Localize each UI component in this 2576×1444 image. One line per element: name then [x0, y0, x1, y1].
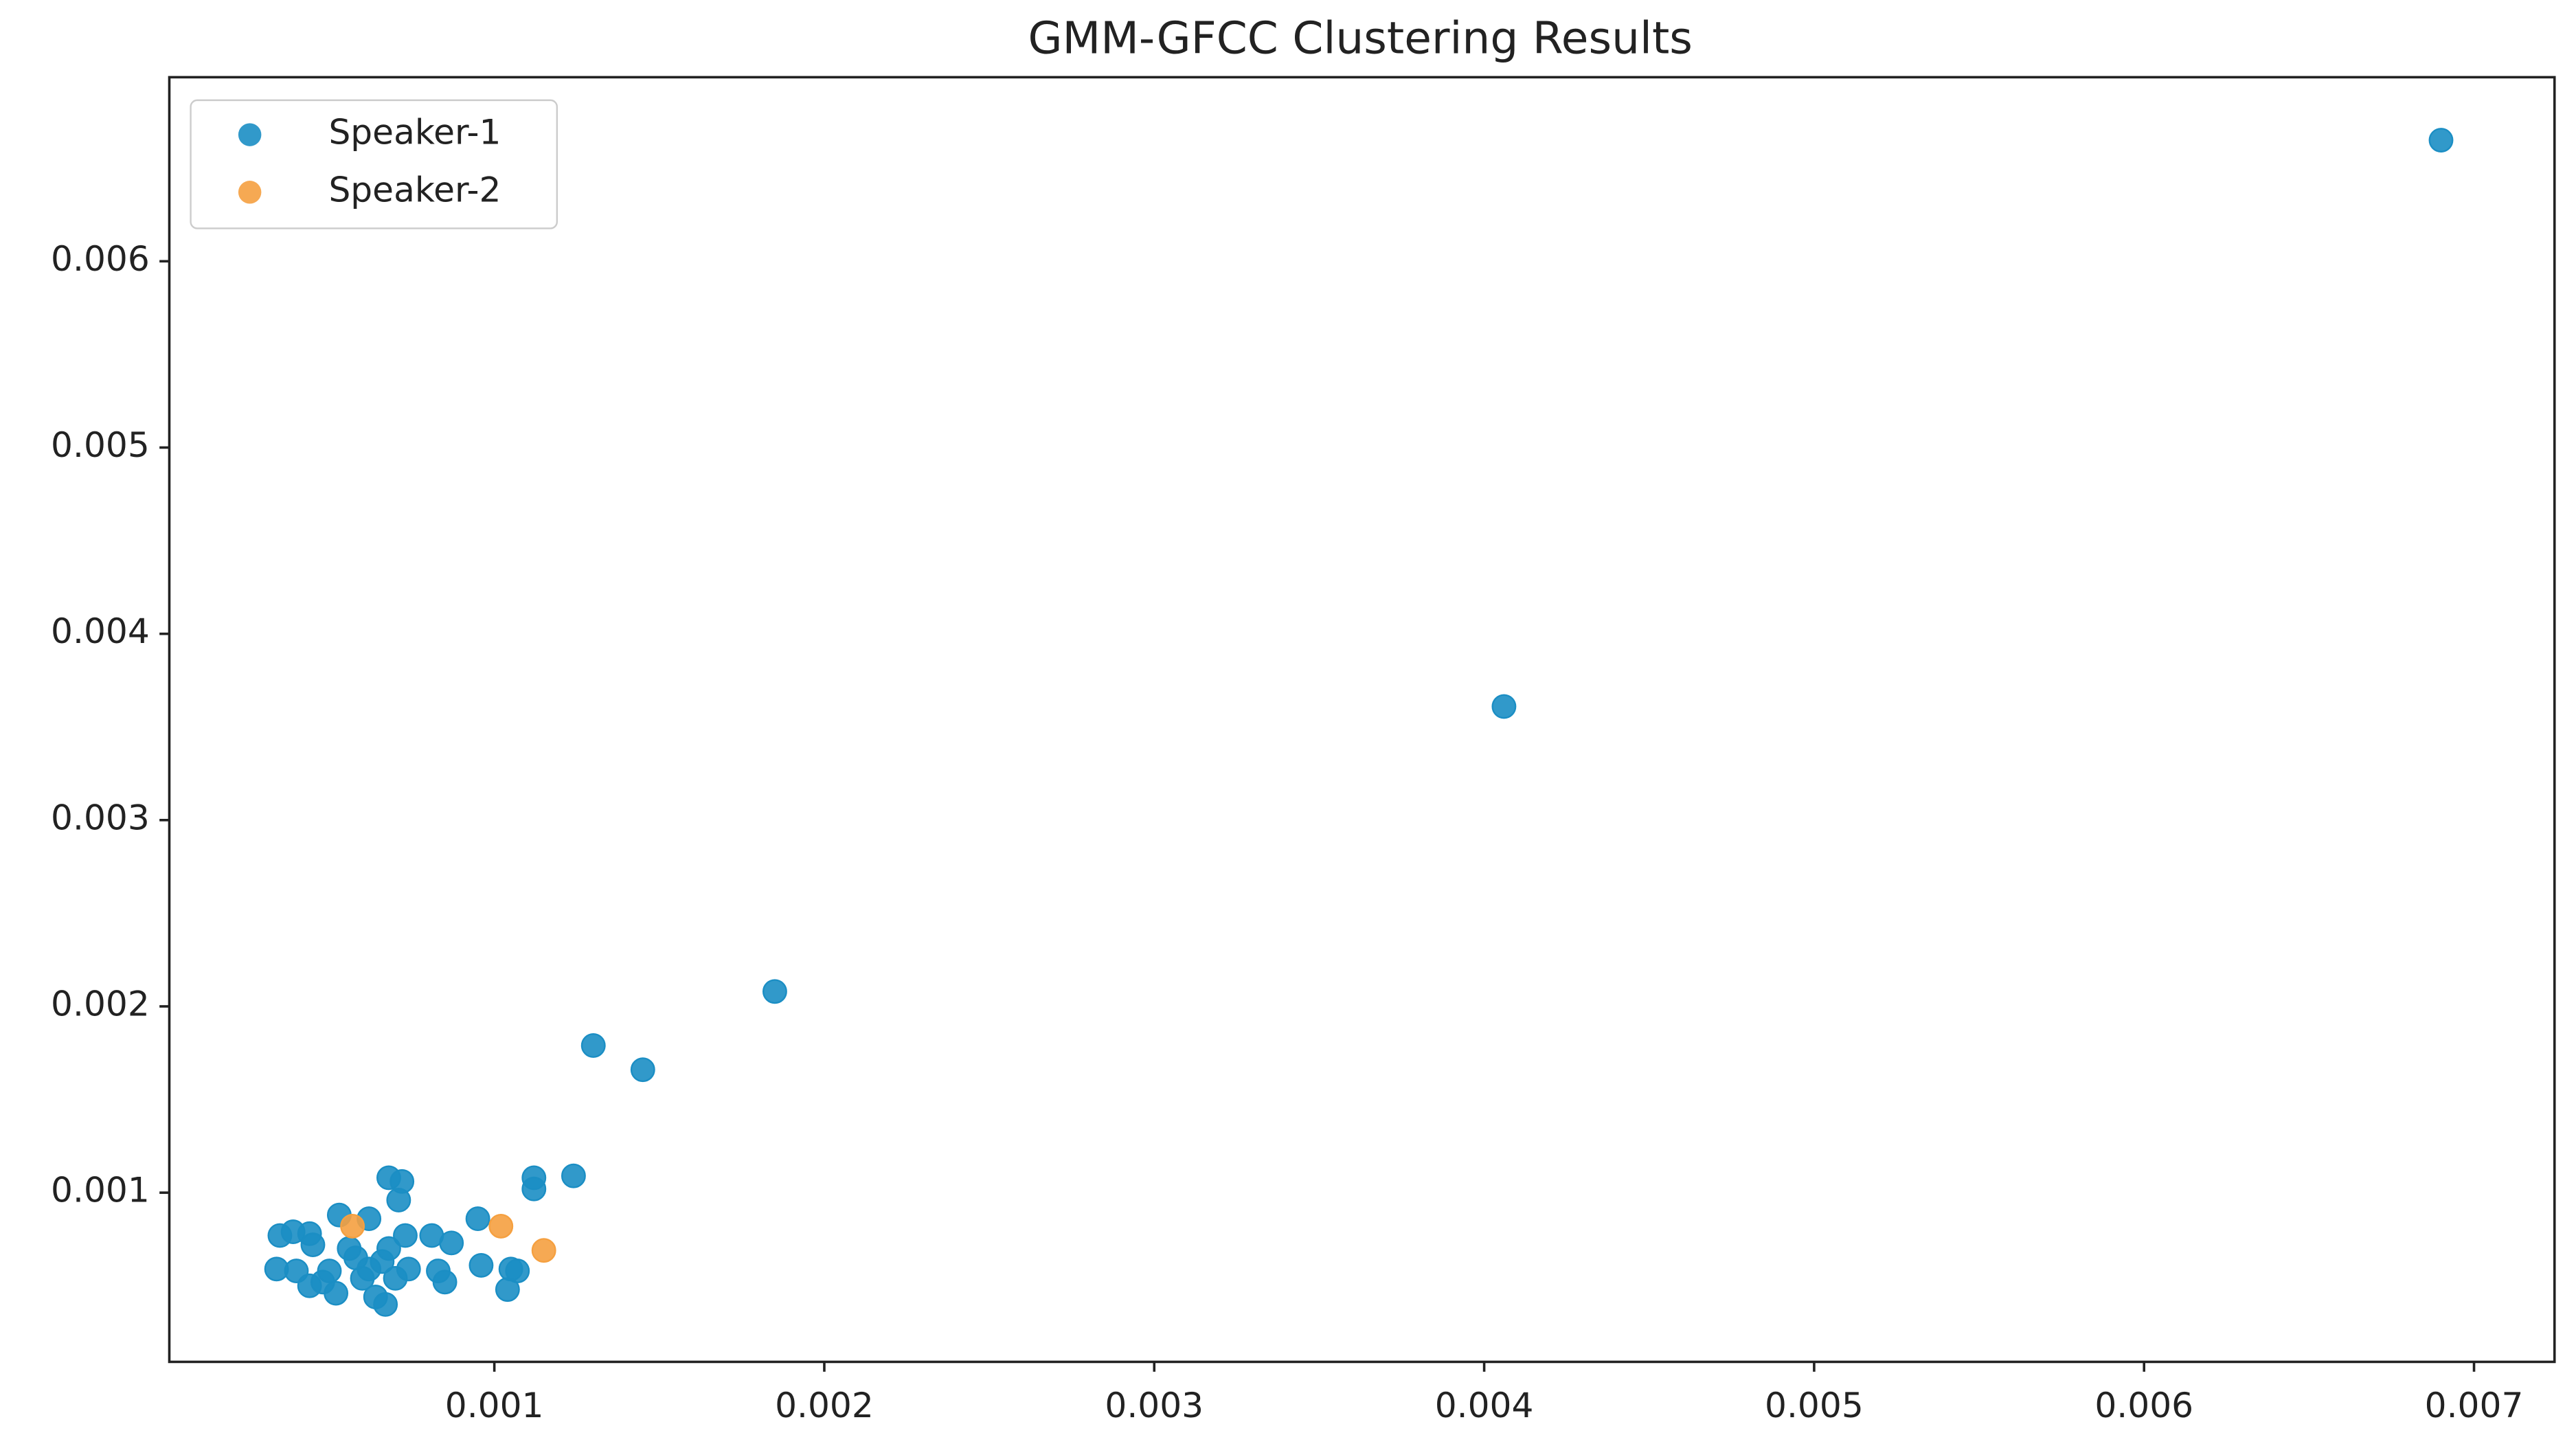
point — [393, 1223, 418, 1248]
legend-label: Speaker-1 — [328, 112, 501, 153]
x-tick-label: 0.002 — [775, 1385, 874, 1425]
point — [317, 1259, 342, 1283]
point — [376, 1236, 401, 1261]
point — [386, 1188, 411, 1212]
y-tick-label: 0.001 — [51, 1170, 150, 1210]
point — [1491, 694, 1517, 719]
point — [2428, 128, 2454, 153]
point — [488, 1214, 514, 1239]
point — [340, 1214, 365, 1239]
point — [350, 1265, 375, 1291]
point — [580, 1033, 606, 1058]
point — [373, 1291, 398, 1317]
x-tick-label: 0.004 — [1435, 1385, 1534, 1425]
point — [521, 1176, 547, 1202]
point — [465, 1206, 490, 1232]
point — [762, 979, 787, 1004]
y-tick-label: 0.005 — [51, 425, 150, 465]
point — [495, 1277, 520, 1302]
legend-label: Speaker-2 — [328, 169, 501, 210]
point — [630, 1057, 655, 1083]
point — [468, 1252, 494, 1278]
x-tick-label: 0.006 — [2094, 1385, 2193, 1425]
y-tick-label: 0.004 — [51, 611, 150, 651]
x-tick-label: 0.003 — [1105, 1385, 1204, 1425]
y-tick-label: 0.006 — [51, 238, 150, 279]
x-tick-label: 0.007 — [2425, 1385, 2524, 1425]
point — [396, 1256, 421, 1282]
point — [300, 1232, 326, 1257]
legend-box — [190, 99, 558, 229]
point — [337, 1236, 362, 1261]
y-tick-label: 0.003 — [51, 797, 150, 837]
y-tick-label: 0.002 — [51, 983, 150, 1024]
point — [531, 1238, 556, 1263]
point — [561, 1163, 586, 1188]
series — [340, 1214, 556, 1263]
legend-marker — [238, 181, 262, 204]
x-tick-label: 0.005 — [1765, 1385, 1864, 1425]
plot-frame — [168, 76, 2556, 1364]
point — [439, 1230, 464, 1256]
x-tick-label: 0.001 — [445, 1385, 544, 1425]
chart-title: GMM-GFCC Clustering Results — [1028, 12, 1693, 64]
series — [264, 128, 2454, 1317]
legend-marker — [238, 123, 262, 146]
point — [432, 1270, 457, 1295]
point — [324, 1281, 349, 1306]
